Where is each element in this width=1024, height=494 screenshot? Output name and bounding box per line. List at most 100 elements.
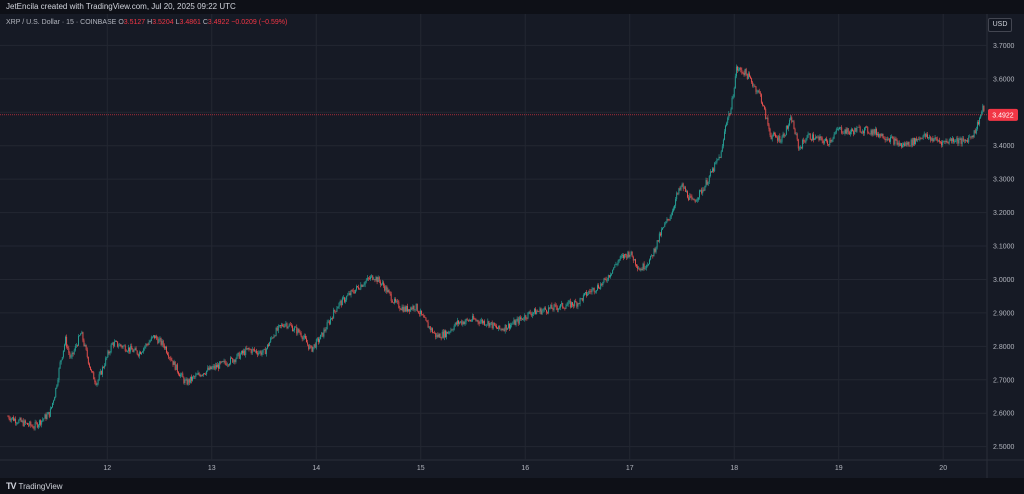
candle-body [574,301,576,306]
candle-body [925,134,927,137]
candle-body [795,133,797,135]
last-price-value: 3.4922 [992,112,1014,119]
x-tick-label: 17 [626,465,634,472]
candle-body [852,129,854,132]
candle-body [12,417,14,421]
candle-body [607,275,609,281]
candle-body [275,327,277,336]
candle-body [640,269,642,271]
candle-body [679,188,681,190]
candle-body [841,127,843,133]
candle-body [191,376,192,381]
candle-body [724,131,725,140]
candle-body [246,348,248,350]
candle-body [764,105,766,109]
candle-body [428,326,430,328]
candle-body [92,371,94,373]
candle-body [445,330,446,338]
candle-body [230,357,231,364]
candle-body [171,359,173,361]
candle-body [19,418,21,420]
candle-body [831,139,833,142]
candle-body [734,76,736,88]
candle-body [133,350,135,352]
candle-body [693,198,695,201]
candle-body [919,137,921,140]
candle-body [744,68,746,76]
candle-body [948,140,950,144]
candle-body [587,293,589,296]
candle-body [515,320,517,326]
candle-body [233,359,235,363]
candle-body [818,136,820,140]
currency-button[interactable]: USD [988,18,1012,32]
candle-body [299,332,301,334]
candle-body [411,307,413,310]
candle-body [907,141,909,145]
candle-body [291,326,293,332]
candle-body [430,328,432,331]
candle-body [148,342,150,345]
candle-body [97,379,99,384]
candle-body [332,318,334,319]
candle-body [830,139,832,142]
candle-body [670,215,672,217]
candle-body [638,268,640,270]
tradingview-brand[interactable]: TV TradingView [6,481,63,491]
candle-body [903,143,905,146]
candle-body [893,137,895,145]
candle-body [377,277,379,283]
candle-body [747,73,749,79]
candle-body [897,142,899,145]
candle-body [776,136,778,138]
candle-body [361,284,363,287]
candle-body [718,156,720,159]
candle-body [579,298,581,304]
candle-body [41,420,43,425]
candle-body [913,137,915,145]
candle-body [715,162,717,164]
candle-body [762,102,763,106]
candle-body [542,309,544,311]
candle-body [681,183,683,187]
candle-body [483,321,484,324]
candle-body [424,317,426,319]
candle-body [524,315,526,320]
y-tick-label: 3.7000 [993,43,1015,50]
candle-body [396,300,398,302]
candle-body [746,73,748,79]
candle-body [664,223,666,227]
candle-body [962,138,964,141]
candle-body [27,422,28,425]
candle-body [138,351,140,357]
candle-body [861,131,863,133]
candle-body [806,137,808,140]
candle-body [648,264,649,265]
candle-body [219,361,221,369]
candle-body [271,337,273,339]
candle-body [183,377,185,383]
candle-body [854,128,856,135]
candle-body [131,345,133,350]
candle-body [135,348,137,351]
candle-body [732,96,734,98]
last-price-marker: 3.4922 [0,108,1018,121]
candle-body [625,254,627,256]
candle-body [773,132,775,135]
candle-body [842,132,844,134]
candle-body [157,338,159,344]
candle-body [309,345,311,350]
candle-body [105,358,107,366]
candle-body [668,219,670,220]
candle-body [302,337,304,340]
candle-body [517,318,519,324]
candle-body [270,338,272,343]
candle-body [101,367,103,375]
candle-body [378,277,380,282]
candle-body [815,137,817,140]
candle-body [87,356,89,364]
symbol-title[interactable]: XRP / U.S. Dollar · 15 · COINBASE [6,19,117,26]
candle-body [339,301,341,304]
candle-body [872,129,874,135]
